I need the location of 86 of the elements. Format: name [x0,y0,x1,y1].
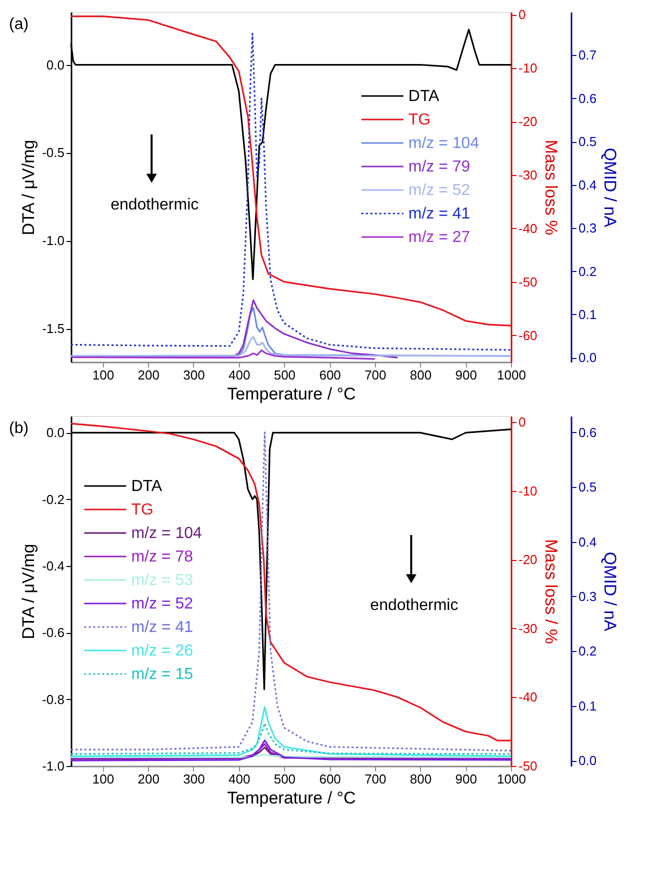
y3-tick-label: 0.6 [578,424,597,440]
legend-label: m/z = 26 [131,642,194,660]
legend-label: m/z = 104 [131,525,202,542]
x-axis-title: Temperature / °C [227,384,356,404]
y-tick-label: 0.0 [46,57,64,72]
y-tick-label: -0.6 [42,625,64,640]
text: (a) [9,16,29,33]
legend-label: m/z = 15 [131,666,194,683]
y3-axis-title: QMID / nA [600,148,620,228]
annotation: endothermic [370,597,458,614]
y-tick-label: 0.0 [46,425,64,440]
x-tick-label: 700 [364,368,386,382]
x-tick-label: 800 [410,772,432,786]
legend-label: TG [408,112,431,128]
y3-tick-label: 0.2 [578,644,597,659]
y3-tick-label: 0.6 [578,90,597,106]
y2-tick-label: -40 [518,690,538,705]
legend-label: m/z = 27 [408,229,470,246]
x-tick-label: 1000 [497,368,526,382]
y3-tick-label: 0.7 [578,48,597,63]
y3-axis-title: QMID / nA [600,552,620,632]
x-tick-label: 200 [138,772,160,786]
x-tick-label: 500 [274,772,296,786]
y-tick-label: -1.0 [42,758,64,774]
y2-tick-label: -30 [518,167,538,182]
annotation: endothermic [110,196,199,214]
x-tick-label: 800 [410,368,432,382]
y-tick-label: -0.2 [42,492,64,507]
y2-axis-title: Mass loss % [541,140,560,236]
y2-tick-label: -50 [518,274,538,290]
y3-tick-label: 0.0 [578,753,597,768]
y2-tick-label: -10 [518,483,538,498]
x-tick-label: 100 [92,368,114,382]
y2-tick-label: -10 [518,60,538,76]
legend-label: m/z = 53 [131,572,194,589]
y2-tick-label: -40 [518,220,538,236]
x-tick-label: 400 [228,772,250,786]
legend-label: m/z = 78 [131,548,194,566]
y3-tick-label: 0.3 [578,588,597,604]
x-tick-label: 600 [319,772,341,786]
y3-tick-label: 0.5 [578,134,597,150]
legend-label: m/z = 52 [131,596,194,612]
legend-label: DTA [408,88,440,105]
y-tick-label: -0.5 [42,145,64,160]
y2-tick-label: -20 [518,114,538,130]
x-tick-label: 900 [455,772,477,786]
y3-tick-label: 0.1 [578,306,597,322]
y3-tick-label: 0.2 [578,264,597,279]
y3-tick-label: 0.3 [578,220,597,236]
legend-label: DTA [131,478,162,495]
x-tick-label: 1000 [497,772,526,786]
x-tick-label: 200 [138,368,160,382]
y2-tick-label: 0 [518,414,526,430]
y-axis-title: DTA / μV/mg [19,544,38,640]
y-tick-label: -1.0 [42,233,64,248]
y3-tick-label: 0.4 [578,534,597,550]
legend-label: m/z = 52 [408,182,470,199]
y2-axis-title: Mass loss / % [541,539,560,644]
y3-tick-label: 0.0 [578,350,597,366]
legend-label: m/z = 104 [408,135,480,152]
y3-tick-label: 0.1 [578,698,597,714]
x-tick-label: 100 [92,772,114,786]
text: (b) [9,420,29,437]
x-tick-label: 400 [228,368,250,382]
legend-label: TG [131,502,154,518]
y-tick-label: -1.5 [42,321,64,336]
y2-tick-label: -60 [518,328,538,343]
y-tick-label: -0.4 [42,558,64,574]
x-tick-label: 500 [274,368,296,382]
y2-tick-label: -50 [518,758,538,774]
x-tick-label: 300 [183,772,205,786]
x-tick-label: 700 [364,772,386,786]
y2-tick-label: 0 [518,7,526,22]
y3-tick-label: 0.4 [578,177,597,192]
legend-label: m/z = 41 [408,206,470,222]
legend-label: m/z = 79 [408,158,470,176]
x-tick-label: 300 [183,368,205,382]
y-axis-title: DTA / μV/mg [19,140,38,236]
x-axis-title: Temperature / °C [227,788,356,808]
x-tick-label: 900 [455,368,477,382]
y3-tick-label: 0.5 [578,480,597,495]
legend-label: m/z = 41 [131,619,194,636]
x-tick-label: 600 [319,368,341,382]
y-tick-label: -0.8 [42,692,64,707]
y2-tick-label: -20 [518,552,538,568]
y2-tick-label: -30 [518,620,538,636]
